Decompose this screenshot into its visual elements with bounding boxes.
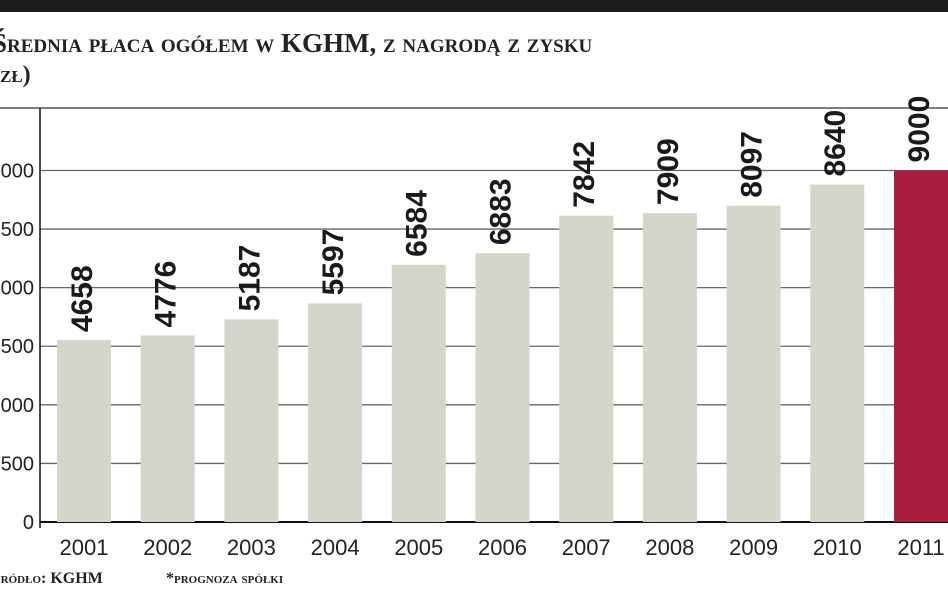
x-tick-label: 2011 [897,535,944,560]
source: Źródło: KGHM [0,568,103,587]
bar [308,303,363,522]
y-tick-label: 3000 [0,395,34,417]
x-tick-label: 2001 [60,535,109,560]
x-tick-label: 2005 [394,535,443,560]
y-tick-label: 1500 [0,453,34,475]
y-tick-label: 0 [23,512,34,534]
bar [224,319,279,522]
y-tick-label: 9000 [0,160,34,182]
data-label: 5597 [317,229,350,296]
bar [391,264,446,522]
x-tick-label: 2009 [729,535,778,560]
data-label: 8097 [736,131,769,198]
y-tick-label: 4500 [0,336,34,358]
data-label: 6883 [484,178,517,245]
bar [559,215,614,522]
data-label: 6584 [401,190,434,257]
data-label: 9000 [903,96,936,163]
data-label: 8640 [819,110,852,177]
bar [894,170,948,522]
bar [57,340,111,522]
x-tick-label: 2002 [143,535,192,560]
x-tick-label: 2004 [311,535,360,560]
bar [475,253,530,522]
data-label: 4658 [66,265,99,332]
bar [140,335,195,522]
data-label: 4776 [150,261,183,328]
data-label: 5187 [233,245,266,312]
data-label: 7909 [652,138,685,205]
x-tick-label: 2006 [478,535,527,560]
top-bar [0,0,948,12]
note: *prognoza spółki [166,570,283,587]
x-tick-label: 2008 [645,535,694,560]
x-tick-label: 2007 [562,535,611,560]
bar [810,184,865,522]
bar [726,205,781,523]
bar [642,213,697,522]
y-tick-label: 7500 [0,219,34,241]
x-tick-label: 2003 [227,535,276,560]
chart-subtitle: (zł) [0,62,31,88]
data-label: 7842 [568,141,601,208]
y-tick-label: 6000 [0,278,34,300]
x-tick-label: 2010 [813,535,862,560]
chart-title: Średnia płaca ogółem w KGHM, z nagrodą z… [0,28,593,58]
